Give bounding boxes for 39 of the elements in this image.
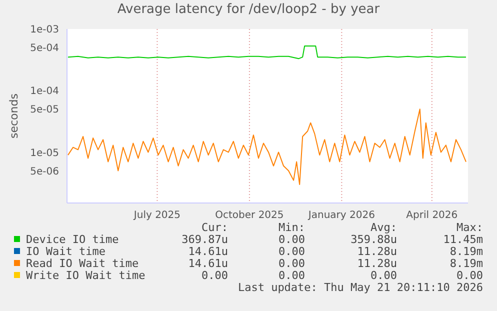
text: 369.87u: [182, 233, 228, 246]
y-axis-title: seconds: [8, 94, 20, 138]
legend-label: Read IO Wait time: [26, 257, 139, 270]
x-tick-label: January 2026: [307, 210, 375, 222]
y-tick-label: 1e-04: [30, 86, 59, 98]
text: Min:: [278, 221, 305, 234]
text: 0.00: [202, 269, 228, 282]
line-series: [68, 108, 466, 185]
text: 14.61u: [188, 245, 228, 258]
text: 0.00: [278, 245, 305, 258]
text: 11.28u: [357, 257, 397, 270]
text: 0.00: [370, 269, 397, 282]
y-tick-label: 1e-03: [30, 24, 59, 36]
y-tick-label: 1e-05: [30, 148, 59, 159]
text: Last update: Thu May 21 20:11:10 2026: [238, 281, 483, 294]
legend-label: Write IO Wait time: [26, 269, 146, 282]
x-tick-label: July 2025: [132, 210, 181, 222]
legend-label: IO Wait time: [26, 245, 106, 258]
text: 0.00: [456, 269, 483, 282]
chart-title: Average latency for /dev/loop2 - by year: [116, 2, 381, 17]
legend-label: Device IO time: [26, 233, 119, 246]
y-tick-label: 5e-05: [30, 104, 59, 116]
text: 0.00: [278, 233, 305, 246]
text: 0.00: [278, 269, 305, 282]
text: Avg:: [370, 221, 397, 234]
text: 8.19m: [450, 257, 483, 270]
text: Max:: [456, 221, 483, 234]
text: 359.88u: [350, 233, 397, 246]
text: 11.28u: [357, 245, 397, 258]
x-tick-label: April 2026: [406, 210, 458, 222]
text: 0.00: [278, 257, 305, 270]
text: 11.45m: [443, 233, 483, 246]
y-tick-label: 5e-04: [30, 43, 59, 54]
text: Cur:: [202, 221, 228, 234]
text: 14.61u: [188, 257, 228, 270]
line-series: [68, 45, 466, 60]
text: 8.19m: [450, 245, 483, 258]
x-tick-label: October 2025: [215, 210, 284, 222]
y-tick-label: 5e-06: [30, 166, 59, 178]
